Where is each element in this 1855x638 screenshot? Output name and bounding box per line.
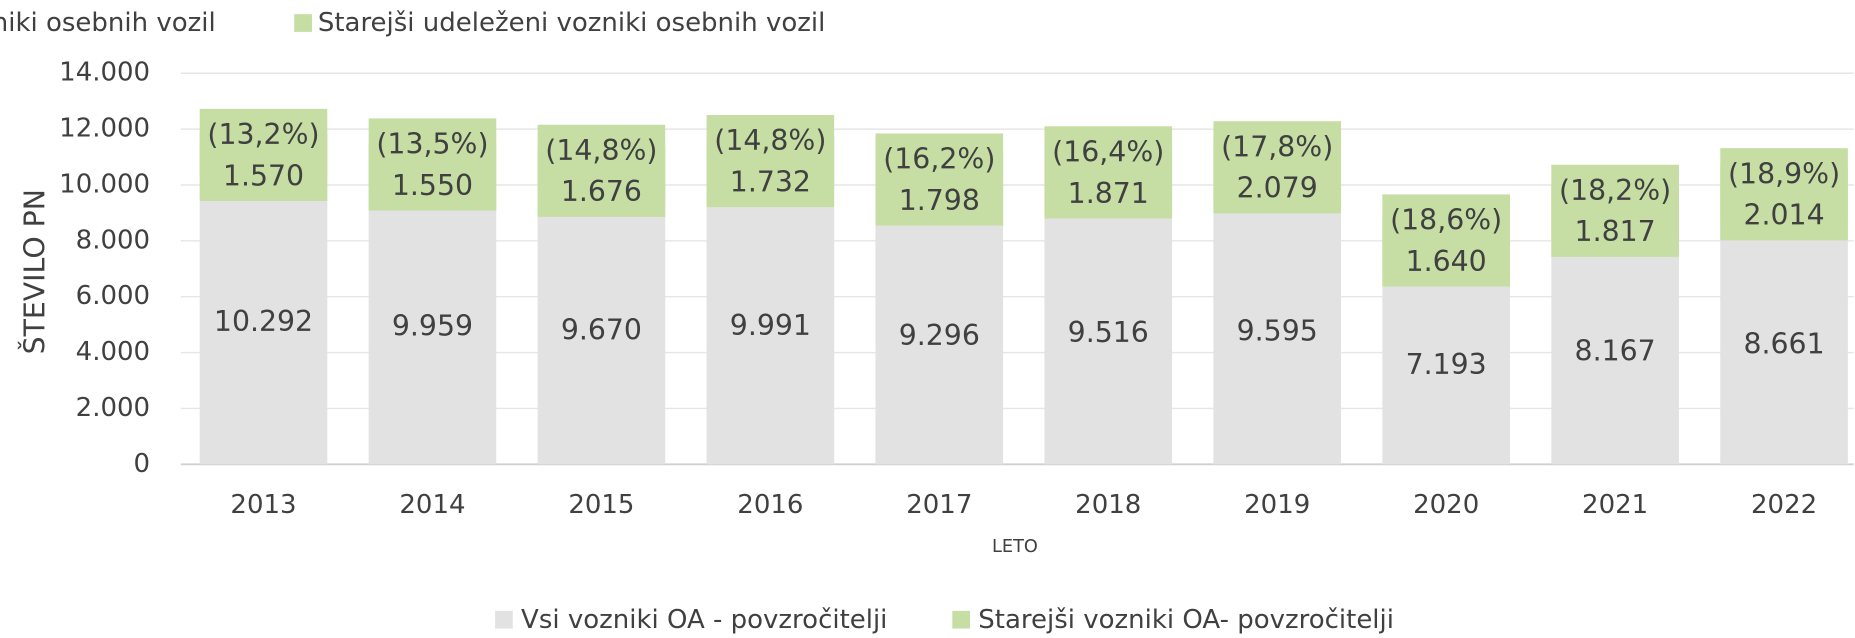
x-tick-label: 2022 [1751,490,1817,520]
legend-label: niki osebnih vozil [0,8,216,38]
y-tick-label: 6.000 [76,281,150,311]
percent-label: (13,2%) [207,118,319,151]
data-label-box [199,108,328,201]
data-label: 1.676 [561,175,642,208]
data-label: 1.570 [223,159,304,192]
data-label: 1.550 [392,169,473,202]
data-label: 1.732 [730,165,811,198]
data-label: 9.959 [392,310,473,343]
x-axis-title: LETO [992,537,1038,557]
bar-segment [1551,236,1679,465]
percent-label: (16,2%) [883,143,995,176]
data-label: 1.817 [1575,215,1656,248]
y-tick-label: 2.000 [76,393,150,423]
data-label-box [1720,148,1848,241]
data-label: 1.798 [899,184,980,217]
x-tick-label: 2014 [399,490,465,520]
y-tick-label: 14.000 [59,58,150,88]
data-label: 9.296 [899,319,980,352]
x-tick-label: 2020 [1413,490,1479,520]
data-label-box [1382,194,1510,287]
data-label-box [706,114,835,208]
legend-label: Vsi vozniki OA - povzročitelji [521,605,887,635]
x-tick-label: 2017 [906,490,972,520]
bar-segment [1213,196,1342,465]
x-tick-label: 2016 [737,490,803,520]
data-label: 1.640 [1406,245,1487,278]
percent-label: (14,8%) [714,124,826,157]
bar-segment [368,186,497,465]
percent-label: (13,5%) [376,128,488,161]
bar-segment [706,185,835,465]
data-label: 9.670 [561,314,642,347]
bar-segment [1382,263,1510,465]
data-label: 2.079 [1237,172,1318,205]
bar-segment [199,176,328,465]
data-label-box [1213,121,1342,214]
data-label: 2.014 [1743,199,1824,232]
data-label: 9.516 [1068,316,1149,349]
y-tick-label: 10.000 [59,169,150,199]
y-tick-label: 8.000 [76,225,150,255]
data-label-box [1551,164,1679,257]
percent-label: (18,6%) [1390,204,1502,237]
y-tick-label: 0 [134,449,151,479]
percent-label: (14,8%) [545,134,657,167]
legend-label: Starejši udeleženi vozniki osebnih vozil [318,8,825,38]
data-label-box [537,124,666,217]
data-label: 7.193 [1406,348,1487,381]
bar-segment [1720,222,1848,465]
x-tick-label: 2021 [1582,490,1648,520]
data-label: 10.292 [214,305,313,338]
y-axis-title: ŠTEVILO PN [18,189,52,354]
percent-label: (17,8%) [1221,130,1333,163]
legend-swatch [495,610,513,629]
legend-swatch [952,610,971,629]
x-tick-label: 2013 [230,490,296,520]
x-tick-label: 2018 [1075,490,1141,520]
data-label-box [875,133,1004,226]
data-label-box [1044,126,1173,219]
percent-label: (18,9%) [1728,157,1840,190]
y-tick-label: 12.000 [59,114,150,144]
legend-label: Starejši vozniki OA- povzročitelji [978,605,1394,635]
data-label: 1.871 [1068,177,1149,210]
data-label: 8.167 [1575,335,1656,368]
bar-segment [1044,198,1173,465]
x-tick-label: 2019 [1244,490,1310,520]
y-tick-label: 4.000 [76,337,150,367]
data-label: 9.595 [1237,315,1318,348]
data-label: 8.661 [1743,328,1824,361]
bar-segment [537,194,666,465]
percent-label: (18,2%) [1559,174,1671,207]
data-label: 9.991 [730,309,811,342]
bar-segment [875,204,1004,465]
legend-swatch [294,14,312,32]
data-label-box [368,118,497,211]
percent-label: (16,4%) [1052,135,1164,168]
x-tick-label: 2015 [568,490,634,520]
